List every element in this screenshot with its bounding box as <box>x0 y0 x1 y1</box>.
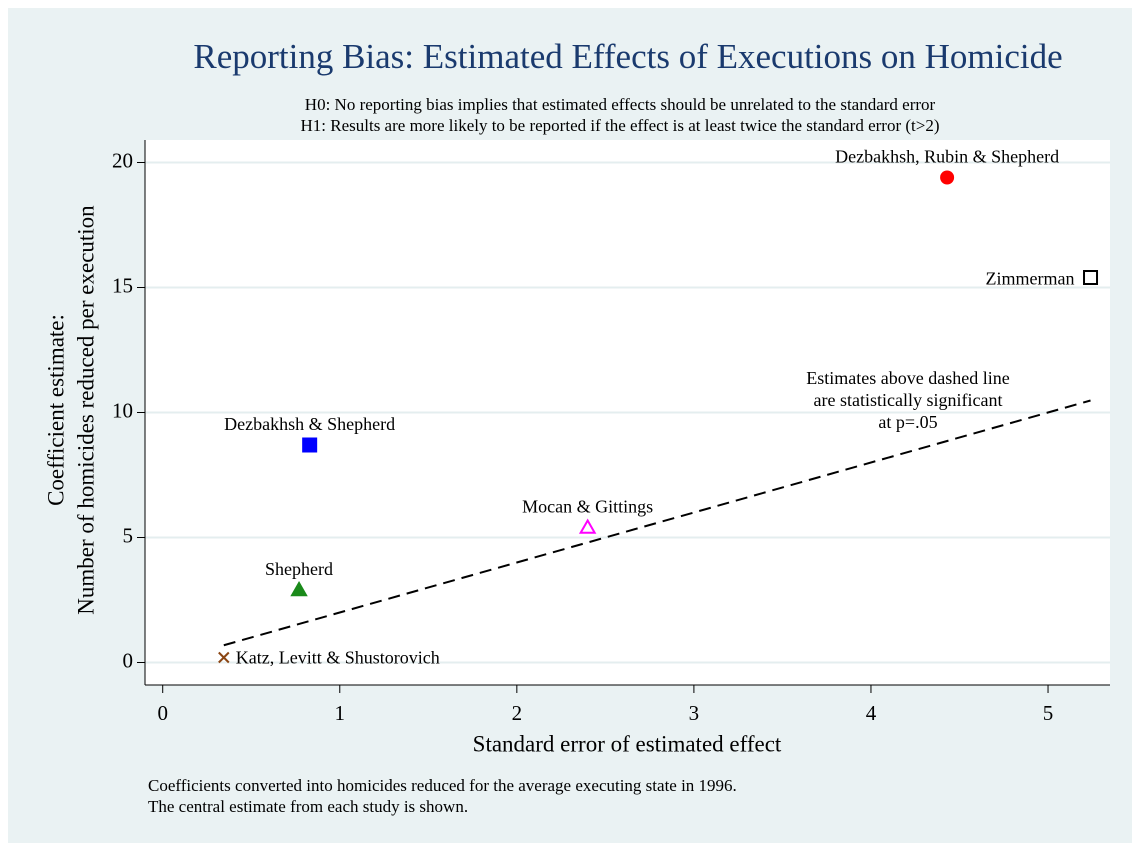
x-tick-label: 5 <box>1043 701 1054 725</box>
annotation: are statistically significant <box>814 390 1003 410</box>
chart-title: Reporting Bias: Estimated Effects of Exe… <box>193 37 1062 76</box>
point <box>578 518 597 534</box>
point-label: Zimmerman <box>986 269 1075 289</box>
point <box>1083 270 1099 285</box>
point-label: Mocan & Gittings <box>522 497 653 517</box>
point-label: Katz, Levitt & Shustorovich <box>236 648 440 668</box>
y-tick-label: 5 <box>123 523 134 547</box>
y-tick-label: 10 <box>112 398 133 422</box>
y-axis-label: Coefficient estimate: <box>43 314 68 506</box>
subtitle: H1: Results are more likely to be report… <box>301 116 940 135</box>
point <box>290 580 308 597</box>
subtitle: H0: No reporting bias implies that estim… <box>305 95 936 114</box>
point-label: Shepherd <box>265 559 333 579</box>
note: Coefficients converted into homicides re… <box>148 776 737 795</box>
point-label: Dezbakhsh, Rubin & Shepherd <box>835 147 1059 167</box>
point <box>218 651 230 664</box>
x-tick-label: 1 <box>335 701 346 725</box>
y-tick-label: 20 <box>112 148 133 172</box>
point <box>302 437 318 453</box>
x-tick-label: 0 <box>157 701 168 725</box>
y-axis-label: Number of homicides reduced per executio… <box>73 205 98 615</box>
annotation: Estimates above dashed line <box>806 368 1009 388</box>
x-axis-label: Standard error of estimated effect <box>473 731 782 756</box>
x-tick-label: 3 <box>689 701 700 725</box>
y-tick-label: 15 <box>112 273 133 297</box>
point <box>940 170 955 185</box>
y-tick-label: 0 <box>123 648 134 672</box>
annotation: at p=.05 <box>878 412 937 432</box>
x-tick-label: 4 <box>866 701 877 725</box>
point-label: Dezbakhsh & Shepherd <box>224 414 395 434</box>
reference-line <box>223 399 1091 647</box>
note: The central estimate from each study is … <box>148 797 468 816</box>
x-tick-label: 2 <box>512 701 523 725</box>
